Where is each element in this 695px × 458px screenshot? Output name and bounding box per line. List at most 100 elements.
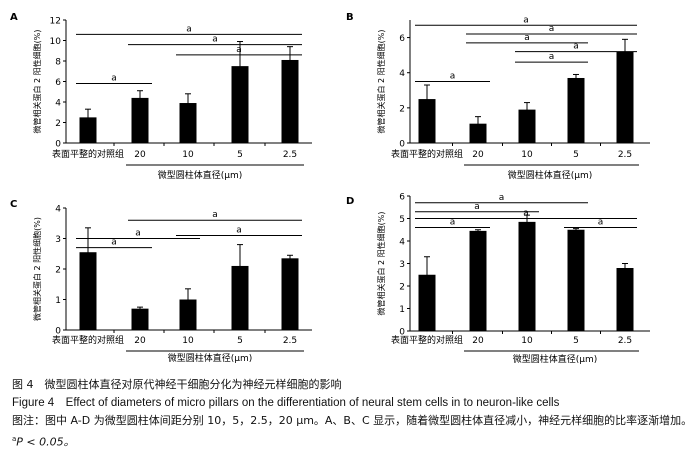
panel-b-bar — [518, 109, 536, 143]
panel-d-label: D — [346, 196, 354, 207]
panel-b-y-tick-label: 4 — [399, 69, 405, 79]
panel-a-category-label: 20 — [134, 150, 146, 160]
panel-a-bar — [179, 103, 197, 143]
panel-b-bar — [469, 123, 487, 143]
panel-d-y-tick-label: 0 — [399, 328, 405, 338]
panel-d-category-label: 表面平整的对照组 — [391, 334, 463, 346]
panel-c-y-tick-label: 2 — [55, 266, 61, 276]
panel-a-significance-label: a — [186, 24, 192, 34]
panel-d-y-tick-label: 2 — [399, 283, 405, 293]
panel-d-category-label: 5 — [573, 336, 579, 346]
panel-c-bar — [179, 299, 197, 330]
panel-d-y-tick-label: 1 — [399, 305, 405, 315]
panel-b-bar — [567, 77, 585, 143]
panel-b-category-label: 表面平整的对照组 — [391, 148, 463, 160]
panel-d-bar — [567, 229, 585, 331]
panel-c-label: C — [10, 199, 17, 210]
panel-a-xlabel: 微型圆柱体直径(μm) — [158, 169, 243, 181]
panel-b-significance-label: a — [524, 33, 530, 43]
panel-d-significance-label: a — [450, 218, 456, 228]
panel-a-bar — [79, 117, 97, 143]
panel-a-category-label: 5 — [237, 150, 243, 160]
panel-a-y-tick-label: 0 — [55, 140, 61, 150]
panel-d-bar — [518, 221, 536, 331]
figure-caption-en: Figure 4 Effect of diameters of micro pi… — [12, 397, 560, 409]
panel-c-significance-label: a — [135, 229, 141, 239]
panel-a-y-tick-label: 6 — [55, 78, 61, 88]
p-value-note: aP < 0.05。 — [12, 432, 75, 450]
panel-b-bar — [616, 51, 634, 143]
panel-c-category-label: 10 — [182, 336, 194, 346]
panel-c-y-tick-label: 0 — [55, 327, 61, 337]
panel-c-significance-label: a — [212, 210, 218, 220]
panel-a-y-tick-label: 4 — [55, 99, 61, 109]
panel-b-xlabel: 微型圆柱体直径(μm) — [508, 169, 593, 181]
panel-b-significance-label: a — [549, 24, 555, 34]
panel-c-y-tick-label: 4 — [55, 205, 61, 215]
panel-d-significance-label: a — [523, 209, 529, 219]
panel-a-category-label: 10 — [182, 150, 194, 160]
panel-b-y-tick-label: 0 — [399, 140, 405, 150]
panel-d-y-tick-label: 6 — [399, 193, 405, 203]
p-value-text: P < 0.05。 — [16, 435, 75, 449]
panel-d-y-tick-label: 3 — [399, 260, 405, 270]
panel-b-y-tick-label: 2 — [399, 104, 405, 114]
panel-a-category-label: 2.5 — [283, 150, 297, 160]
panel-a-y-tick-label: 10 — [50, 37, 62, 47]
panel-c-bar — [281, 258, 299, 330]
panel-c-bar — [131, 308, 149, 330]
panel-a-bar — [131, 97, 149, 143]
panel-b-y-tick-label: 6 — [399, 34, 405, 44]
panel-a-label: A — [10, 12, 18, 23]
panel-c-bar — [231, 265, 249, 330]
p-value-superscript: a — [12, 435, 17, 443]
panel-a-significance-label: a — [111, 74, 117, 84]
panel-d-category-label: 2.5 — [618, 336, 632, 346]
panel-d-y-tick-label: 4 — [399, 238, 405, 248]
panel-b-category-label: 20 — [472, 150, 484, 160]
panel-d-xlabel: 微型圆柱体直径(μm) — [513, 353, 598, 365]
panel-c-category-label: 表面平整的对照组 — [52, 334, 124, 346]
panel-a-category-label: 表面平整的对照组 — [52, 148, 124, 160]
panel-c-category-label: 20 — [134, 336, 146, 346]
panel-a-significance-label: a — [236, 45, 242, 55]
panel-c-y-tick-label: 3 — [55, 235, 61, 245]
panel-c-ylabel: 微管相关蛋白 2 阳性细胞(%) — [32, 217, 42, 321]
panel-c-category-label: 2.5 — [283, 336, 297, 346]
panel-b-ylabel: 微管相关蛋白 2 阳性细胞(%) — [376, 29, 386, 133]
panel-a-ylabel: 微管相关蛋白 2 阳性细胞(%) — [32, 29, 42, 133]
panel-d-significance-label: a — [598, 218, 604, 228]
figure-caption-cn: 图 4 微型圆柱体直径对原代神经干细胞分化为神经元样细胞的影响 — [12, 378, 342, 391]
panel-b-bar — [418, 99, 436, 143]
panel-b-label: B — [346, 12, 354, 23]
panel-b-significance-label: a — [573, 42, 579, 52]
panel-b-category-label: 5 — [573, 150, 579, 160]
panel-a-y-tick-label: 2 — [55, 119, 61, 129]
panel-a-y-tick-label: 12 — [50, 17, 61, 27]
panel-b-category-label: 2.5 — [618, 150, 632, 160]
panel-d-category-label: 20 — [472, 336, 484, 346]
panel-d-bar — [616, 268, 634, 331]
panel-c-significance-label: a — [236, 225, 242, 235]
panel-b-significance-label: a — [523, 15, 529, 25]
panel-d-significance-label: a — [499, 193, 505, 203]
panel-b-significance-label: a — [450, 72, 456, 82]
panel-d-ylabel: 微管相关蛋白 2 阳性细胞(%) — [376, 211, 386, 315]
panel-a-bar — [281, 59, 299, 143]
panel-d-category-label: 10 — [521, 336, 533, 346]
panel-b-significance-label: a — [549, 52, 555, 62]
panel-a-bar — [231, 66, 249, 143]
figure-note: 图注：图中 A-D 为微型圆柱体间距分别 10，5，2.5，20 μm。A、B、… — [12, 414, 693, 427]
panel-c-significance-label: a — [111, 238, 117, 248]
panel-a-y-tick-label: 8 — [55, 58, 61, 68]
panel-c-xlabel: 微型圆柱体直径(μm) — [168, 352, 253, 364]
panel-c-category-label: 5 — [237, 336, 243, 346]
panel-c-bar — [79, 252, 97, 330]
panel-c-y-tick-label: 1 — [55, 296, 61, 306]
panel-d-bar — [418, 274, 436, 331]
panel-b-category-label: 10 — [521, 150, 533, 160]
panel-d-significance-label: a — [474, 202, 480, 212]
panel-a-significance-label: a — [212, 35, 218, 45]
panel-d-y-tick-label: 5 — [399, 215, 405, 225]
